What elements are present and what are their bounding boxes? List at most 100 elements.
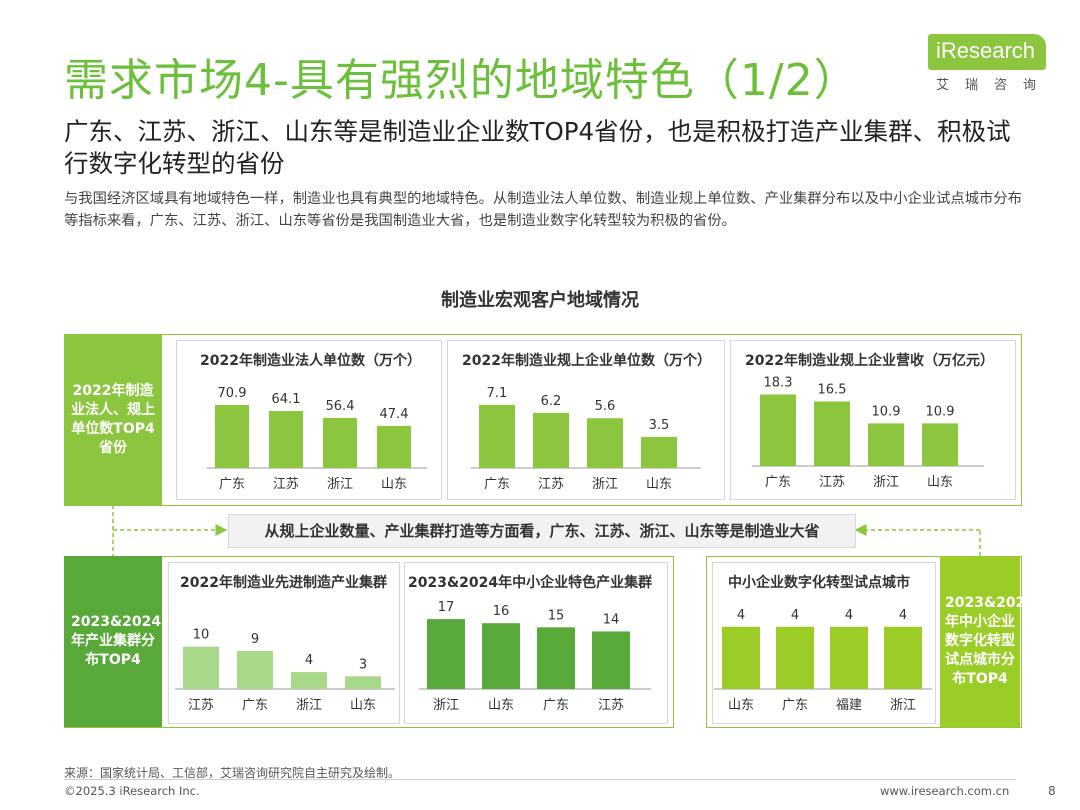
chart-3-value-label: 18.3 (764, 375, 793, 390)
website-url: www.iresearch.com.cn (880, 784, 1010, 798)
chart-4-bar-浙江 (291, 672, 327, 689)
chart-1-value-label: 56.4 (326, 399, 355, 414)
chart-5-value-label: 14 (603, 612, 620, 627)
copyright: ©2025.3 iResearch Inc. (64, 784, 200, 798)
chart-6-value-label: 4 (791, 608, 799, 623)
chart-3-category-label: 浙江 (873, 475, 899, 490)
chart-5-category-label: 山东 (488, 698, 514, 713)
chart-1-category-label: 江苏 (273, 476, 299, 492)
chart-4-bar-江苏 (183, 646, 219, 689)
chart-3-bar-山东 (922, 423, 958, 466)
page-description: 与我国经济区域具有地域特色一样，制造业也具有典型的地域特色。从制造业法人单位数、… (64, 191, 1022, 229)
logo-mark: iResearch (928, 34, 1046, 70)
conclusion-banner: 从规上企业数量、产业集群打造等方面看，广东、江苏、浙江、山东等是制造业大省 (228, 514, 856, 548)
chart-6-category-label: 广东 (782, 698, 808, 713)
logo-subtext: 艾瑞咨询 (936, 78, 1053, 93)
chart-2-title: 2022年制造业规上企业单位数（万个） (462, 353, 711, 369)
chart-3-category-label: 广东 (765, 475, 791, 490)
logo-text: iResearch (936, 38, 1036, 63)
chart-6-bar-福建 (830, 626, 868, 689)
chart-4-bar-山东 (345, 676, 381, 689)
chart-3-value-label: 16.5 (818, 383, 847, 398)
chart-6-value-label: 4 (845, 608, 853, 623)
page-number: 8 (1048, 784, 1056, 798)
chart-5-title: 2023&2024年中小企业特色产业集群 (408, 575, 653, 591)
chart-6-bar-山东 (722, 626, 760, 689)
chart-4-bar-广东 (237, 650, 273, 689)
chart-6-bar-广东 (776, 626, 814, 689)
side-label-bottom-right: 2023&2024年中小企业数字化转型试点城市分布TOP4 (940, 556, 1036, 727)
chart-4-category-label: 山东 (350, 698, 376, 713)
chart-1-value-label: 64.1 (272, 392, 301, 407)
chart-5-value-label: 17 (438, 600, 455, 615)
chart-5-category-label: 广东 (543, 698, 569, 713)
chart-4-value-label: 10 (193, 628, 210, 643)
chart-4-category-label: 广东 (242, 698, 268, 713)
chart-4-category-label: 江苏 (188, 697, 214, 713)
chart-3-bar-江苏 (814, 401, 850, 466)
chart-6-category-label: 山东 (728, 698, 754, 713)
chart-4-title: 2022年制造业先进制造产业集群 (180, 575, 387, 591)
chart-4-value-label: 9 (251, 632, 259, 647)
side-label-top: 2022年制造业法人、规上单位数TOP4省份 (64, 334, 162, 505)
chart-6-title: 中小企业数字化转型试点城市 (728, 575, 910, 591)
chart-5-bar-广东 (537, 627, 575, 689)
chart-2-value-label: 5.6 (595, 399, 616, 414)
chart-6-value-label: 4 (899, 608, 907, 623)
chart-3-category-label: 山东 (927, 475, 953, 490)
chart-1-bar-山东 (377, 425, 411, 468)
chart-4-category-label: 浙江 (296, 698, 322, 713)
chart-4-value-label: 3 (359, 657, 367, 672)
chart-1-bar-浙江 (323, 417, 357, 468)
chart-3-category-label: 江苏 (819, 474, 845, 490)
chart-5-category-label: 江苏 (598, 697, 624, 713)
chart-title: 制造业宏观客户地域情况 (441, 290, 639, 311)
page-subtitle: 广东、江苏、浙江、山东等是制造业企业数TOP4省份，也是积极打造产业集群、积极试… (64, 117, 1011, 178)
chart-2-category-label: 广东 (484, 477, 510, 492)
chart-1-bar-江苏 (269, 411, 303, 468)
chart-6-category-label: 福建 (836, 698, 862, 713)
chart-1-value-label: 70.9 (218, 386, 247, 401)
chart-2-value-label: 3.5 (649, 418, 670, 433)
chart-5-category-label: 浙江 (433, 698, 459, 713)
panel-advanced-clusters (168, 562, 400, 724)
chart-6-category-label: 浙江 (890, 698, 916, 713)
side-label-top-text: 2022年制造业法人、规上单位数TOP4省份 (71, 382, 155, 456)
chart-1-category-label: 浙江 (327, 477, 353, 492)
page-title: 需求市场4-具有强烈的地域特色（1/2） (64, 55, 859, 106)
chart-1-value-label: 47.4 (380, 407, 409, 422)
chart-1-title: 2022年制造业法人单位数（万个） (200, 353, 421, 369)
chart-2-value-label: 6.2 (541, 394, 562, 409)
chart-2-value-label: 7.1 (487, 386, 508, 401)
side-label-bottom-left-text: 2023&2024年产业集群分布TOP4 (71, 614, 162, 668)
chart-6-bar-浙江 (884, 626, 922, 689)
chart-4-value-label: 4 (305, 653, 313, 668)
chart-2-bar-广东 (479, 404, 515, 468)
chart-5-bar-浙江 (427, 619, 465, 689)
chart-1-category-label: 广东 (219, 477, 245, 492)
bottom-right-group-frame (706, 556, 1022, 728)
chart-3-value-label: 10.9 (926, 404, 955, 419)
chart-1-category-label: 山东 (381, 477, 407, 492)
chart-3-value-label: 10.9 (872, 404, 901, 419)
chart-2-bar-江苏 (533, 412, 569, 468)
side-label-bottom-right-text: 2023&2024年中小企业数字化转型试点城市分布TOP4 (945, 595, 1036, 687)
chart-5-bar-山东 (482, 623, 520, 689)
chart-2-category-label: 江苏 (538, 476, 564, 492)
side-label-bottom-left: 2023&2024年产业集群分布TOP4 (64, 556, 162, 727)
chart-2-bar-浙江 (587, 418, 623, 468)
footer-divider (64, 779, 1016, 780)
chart-2-bar-山东 (641, 436, 677, 468)
chart-2-category-label: 浙江 (592, 477, 618, 492)
chart-3-title: 2022年制造业规上企业营收（万亿元） (745, 353, 994, 369)
chart-6-value-label: 4 (737, 608, 745, 623)
chart-5-value-label: 16 (493, 604, 510, 619)
chart-3-bar-广东 (760, 394, 796, 466)
chart-5-value-label: 15 (548, 608, 565, 623)
chart-2-category-label: 山东 (646, 477, 672, 492)
source-note: 来源：国家统计局、工信部，艾瑞咨询研究院自主研究及绘制。 (64, 766, 401, 780)
chart-1-bar-广东 (215, 404, 249, 468)
iresearch-logo: iResearch 艾瑞咨询 (928, 34, 1048, 98)
chart-3-bar-浙江 (868, 423, 904, 466)
